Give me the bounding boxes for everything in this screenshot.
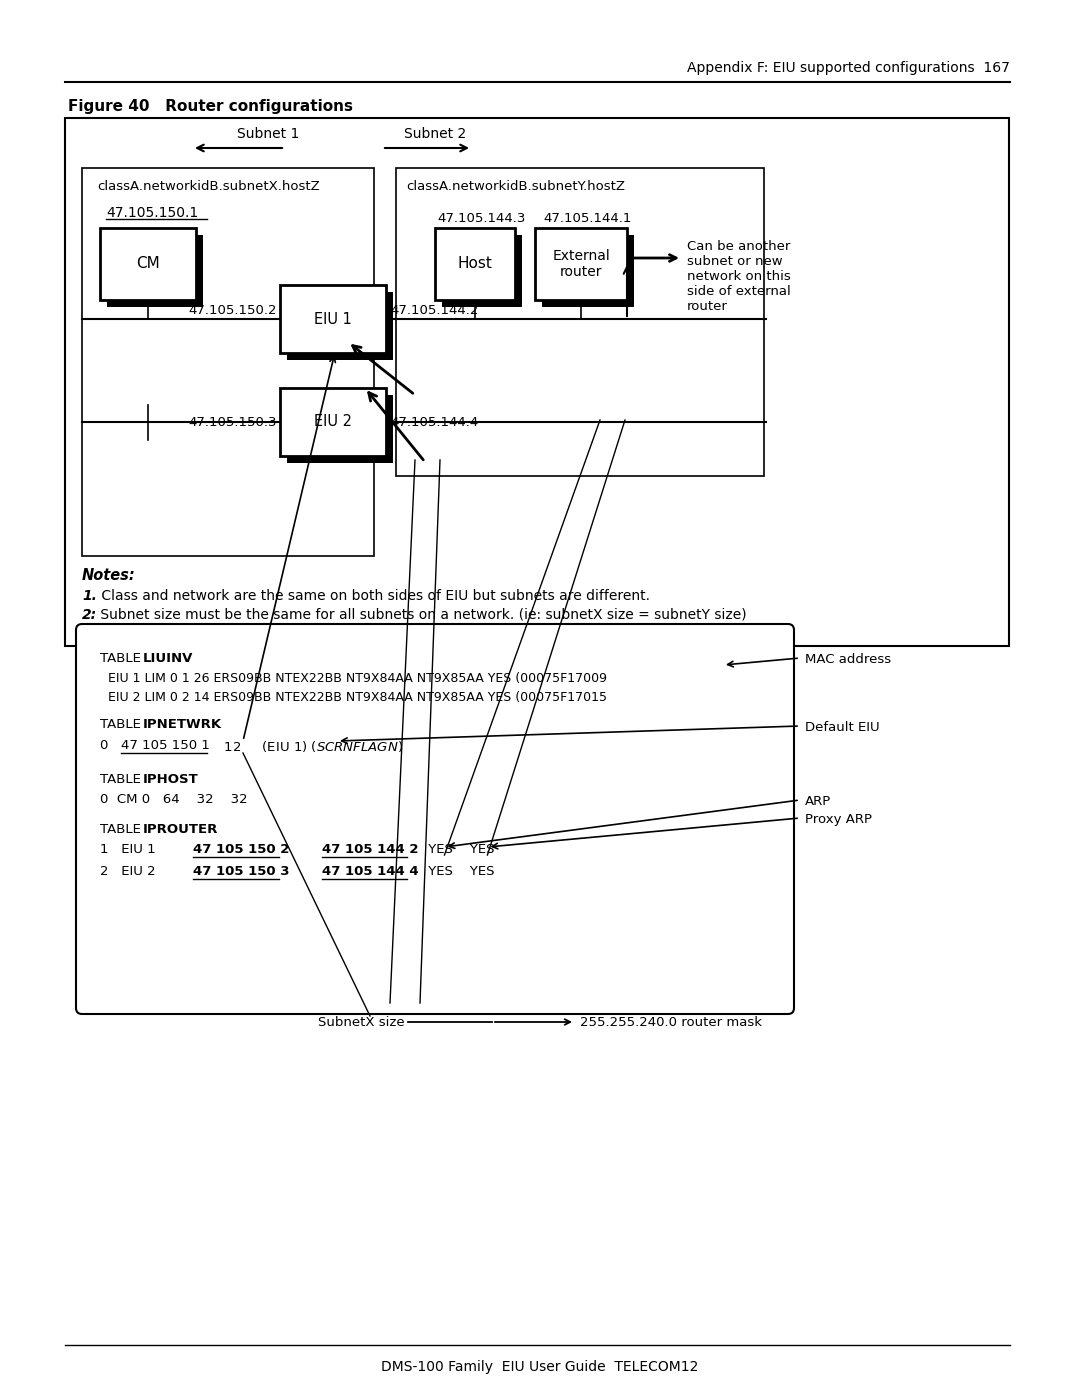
Text: CM: CM bbox=[136, 257, 160, 271]
FancyBboxPatch shape bbox=[542, 235, 634, 307]
Text: 47.105.144.4: 47.105.144.4 bbox=[390, 415, 478, 429]
Text: Class and network are the same on both sides of EIU but subnets are different.: Class and network are the same on both s… bbox=[97, 590, 650, 604]
Text: 0  CM 0   64    32    32: 0 CM 0 64 32 32 bbox=[100, 793, 247, 806]
Text: 47 105 144 4: 47 105 144 4 bbox=[322, 865, 418, 877]
Text: IPHOST: IPHOST bbox=[143, 773, 199, 787]
Text: TABLE: TABLE bbox=[100, 718, 145, 731]
Text: SubnetX size: SubnetX size bbox=[318, 1016, 405, 1030]
FancyBboxPatch shape bbox=[287, 292, 393, 360]
Text: 47 105 144 2: 47 105 144 2 bbox=[322, 842, 418, 856]
Text: DMS-100 Family  EIU User Guide  TELECOM12: DMS-100 Family EIU User Guide TELECOM12 bbox=[381, 1361, 699, 1375]
Text: Subnet 1: Subnet 1 bbox=[237, 127, 299, 141]
FancyBboxPatch shape bbox=[287, 395, 393, 462]
Text: Subnet size must be the same for all subnets on a network. (ie: subnetX size = s: Subnet size must be the same for all sub… bbox=[96, 608, 746, 622]
Text: 1   EIU 1: 1 EIU 1 bbox=[100, 842, 173, 856]
Text: YES    YES: YES YES bbox=[407, 865, 495, 877]
Text: 47.105.144.1: 47.105.144.1 bbox=[543, 211, 632, 225]
FancyBboxPatch shape bbox=[100, 228, 195, 300]
Text: Default EIU: Default EIU bbox=[805, 721, 879, 733]
Text: EIU 1 LIM 0 1 26 ERS09BB NTEX22BB NT9X84AA NT9X85AA YES (00075F17009: EIU 1 LIM 0 1 26 ERS09BB NTEX22BB NT9X84… bbox=[100, 672, 607, 685]
Text: Proxy ARP: Proxy ARP bbox=[805, 813, 872, 826]
Text: classA.networkidB.subnetX.hostZ: classA.networkidB.subnetX.hostZ bbox=[97, 179, 320, 193]
FancyBboxPatch shape bbox=[107, 235, 203, 307]
Text: 47.105.144.2: 47.105.144.2 bbox=[390, 303, 478, 317]
Text: EIU 1: EIU 1 bbox=[314, 312, 352, 327]
Text: 47.105.144.3: 47.105.144.3 bbox=[437, 211, 525, 225]
Text: 47.105.150.1: 47.105.150.1 bbox=[106, 205, 199, 219]
Text: Can be another
subnet or new
network on this
side of external
router: Can be another subnet or new network on … bbox=[687, 240, 791, 313]
Text: Appendix F: EIU supported configurations  167: Appendix F: EIU supported configurations… bbox=[687, 61, 1010, 75]
Text: EIU 2 LIM 0 2 14 ERS09BB NTEX22BB NT9X84AA NT9X85AA YES (00075F17015: EIU 2 LIM 0 2 14 ERS09BB NTEX22BB NT9X84… bbox=[100, 692, 607, 704]
FancyBboxPatch shape bbox=[65, 117, 1009, 645]
Text: 47 105 150 1: 47 105 150 1 bbox=[121, 739, 211, 752]
Text: TABLE: TABLE bbox=[100, 652, 145, 665]
Text: TABLE: TABLE bbox=[100, 823, 145, 835]
FancyBboxPatch shape bbox=[76, 624, 794, 1014]
Text: 47 105 150 2: 47 105 150 2 bbox=[193, 842, 289, 856]
Text: IPROUTER: IPROUTER bbox=[143, 823, 218, 835]
Text: ARP: ARP bbox=[805, 795, 832, 807]
FancyBboxPatch shape bbox=[396, 168, 764, 476]
Text: YES    YES: YES YES bbox=[407, 842, 495, 856]
Text: Notes:: Notes: bbox=[82, 569, 136, 583]
Text: Subnet 2: Subnet 2 bbox=[404, 127, 467, 141]
Text: 47.105.150.3: 47.105.150.3 bbox=[189, 415, 276, 429]
Text: 47.105.150.2: 47.105.150.2 bbox=[189, 303, 276, 317]
Text: 1.: 1. bbox=[82, 590, 97, 604]
FancyBboxPatch shape bbox=[435, 228, 515, 300]
Text: Host: Host bbox=[458, 257, 492, 271]
Text: 255.255.240.0 router mask: 255.255.240.0 router mask bbox=[580, 1016, 762, 1030]
Text: 0: 0 bbox=[100, 739, 117, 752]
FancyBboxPatch shape bbox=[280, 388, 386, 455]
Text: External
router: External router bbox=[552, 249, 610, 279]
Text: 47 105 150 3: 47 105 150 3 bbox=[193, 865, 289, 877]
FancyBboxPatch shape bbox=[280, 285, 386, 353]
Text: 2   EIU 2: 2 EIU 2 bbox=[100, 865, 173, 877]
Text: Figure 40   Router configurations: Figure 40 Router configurations bbox=[68, 99, 353, 115]
FancyBboxPatch shape bbox=[535, 228, 627, 300]
Text: MAC address: MAC address bbox=[805, 652, 891, 666]
Text: 2:: 2: bbox=[82, 608, 97, 622]
Text: TABLE: TABLE bbox=[100, 773, 145, 787]
Text: 12     (EIU 1) $ (SCRNFLAG N) $: 12 (EIU 1) $ (SCRNFLAG N) $ bbox=[207, 739, 404, 754]
Text: classA.networkidB.subnetY.hostZ: classA.networkidB.subnetY.hostZ bbox=[406, 179, 625, 193]
Text: IPNETWRK: IPNETWRK bbox=[143, 718, 222, 731]
FancyBboxPatch shape bbox=[82, 168, 374, 556]
Text: LIUINV: LIUINV bbox=[143, 652, 193, 665]
FancyBboxPatch shape bbox=[442, 235, 522, 307]
Text: EIU 2: EIU 2 bbox=[314, 415, 352, 429]
